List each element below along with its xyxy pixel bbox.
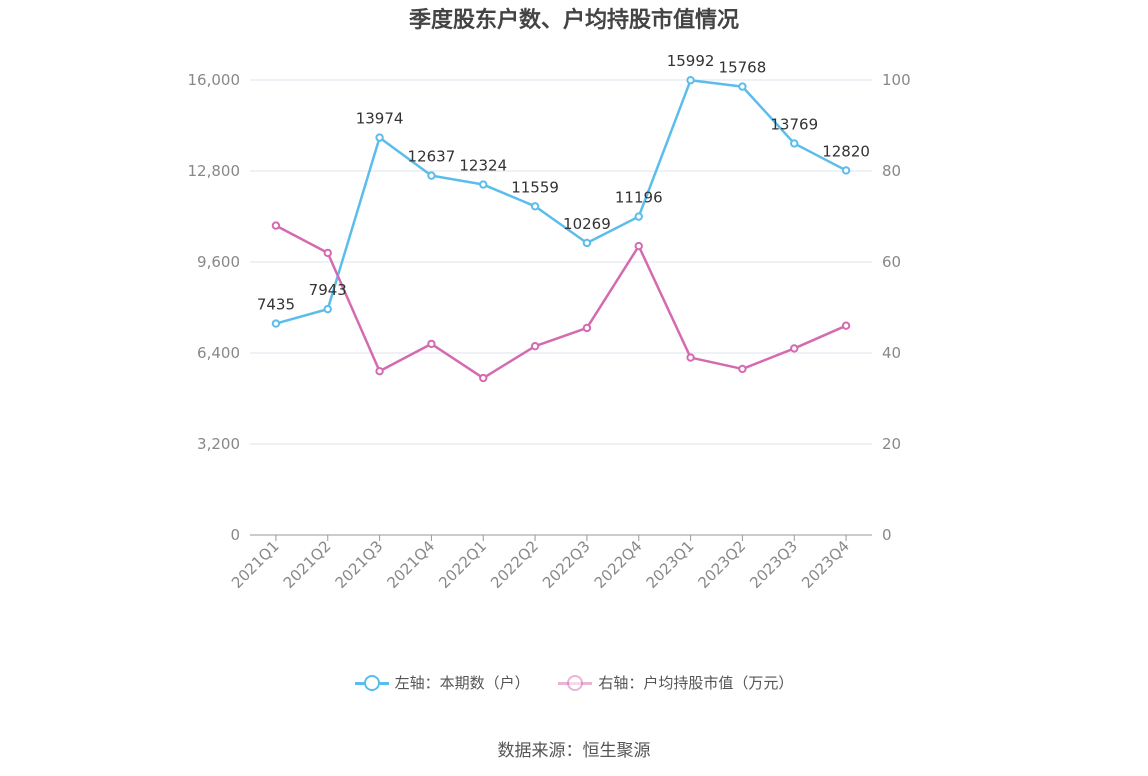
series-point-0	[427, 171, 436, 180]
data-label: 12637	[408, 148, 456, 166]
y-left-tick-label: 3,200	[197, 435, 240, 453]
data-label: 15768	[719, 59, 767, 77]
legend-label-market-value: 右轴：户均持股市值（万元）	[598, 674, 794, 692]
series-point-0	[530, 202, 540, 211]
legend-item-market-value[interactable]: 右轴：户均持股市值（万元）	[558, 672, 793, 693]
series-point-0	[841, 166, 851, 175]
y-left-tick-label: 12,800	[188, 162, 241, 180]
data-label: 13769	[770, 115, 818, 133]
data-source: 数据来源：恒生聚源	[497, 741, 651, 761]
data-label: 7943	[309, 281, 347, 299]
x-tick-label: 2023Q3	[746, 537, 801, 592]
series-point-0	[375, 133, 384, 142]
x-tick-label: 2023Q2	[694, 537, 749, 592]
series-point-1	[323, 248, 332, 258]
x-tick-label: 2023Q4	[798, 537, 853, 592]
series-point-0	[634, 212, 643, 221]
series-point-0	[479, 180, 488, 189]
data-label: 10269	[563, 215, 611, 233]
series-point-1	[427, 339, 436, 349]
series-line-1	[275, 224, 847, 380]
series-point-0	[686, 76, 695, 85]
axis-layer: 0 3,200 6,400 9,600 12,800 16,000 0 20 40 60 80 100…	[188, 71, 911, 592]
data-label: 12324	[459, 157, 507, 175]
x-tick-label: 2021Q2	[280, 537, 335, 592]
legend-label-households: 左轴：本期数（户）	[394, 674, 530, 692]
series-point-0	[790, 139, 799, 148]
y-right-tick-label: 40	[882, 344, 901, 362]
series-line-0	[275, 78, 847, 325]
x-tick-label: 2022Q4	[591, 537, 646, 592]
y-right-tick-label: 0	[882, 526, 892, 544]
series-point-1	[375, 367, 384, 376]
data-label: 7435	[257, 296, 295, 314]
data-label: 11559	[511, 178, 559, 196]
x-tick-label: 2022Q1	[435, 537, 490, 592]
series-point-1	[271, 221, 281, 230]
y-right-tick-label: 100	[882, 71, 911, 89]
chart-title: 季度股东户数、户均持股市值情况	[408, 8, 739, 33]
series-point-1	[686, 353, 695, 362]
series-point-1	[634, 241, 643, 251]
series-point-0	[582, 238, 592, 248]
series-point-1	[530, 341, 540, 351]
series-point-0	[738, 82, 747, 91]
x-tick-label: 2022Q3	[539, 537, 594, 592]
grid-layer	[250, 79, 872, 445]
data-label: 12820	[822, 142, 870, 160]
x-tick-label: 2021Q4	[383, 537, 438, 592]
y-right-tick-label: 80	[882, 162, 901, 180]
series-point-1	[790, 344, 799, 353]
legend-swatch-households	[354, 674, 389, 691]
series-point-1	[582, 323, 592, 333]
series-point-0	[271, 319, 281, 328]
x-tick-label: 2021Q1	[228, 537, 283, 592]
data-label: 15992	[667, 52, 715, 70]
legend: 左轴：本期数（户） 右轴：户均持股市值（万元）	[0, 672, 1148, 695]
y-right-tick-label: 60	[882, 253, 901, 271]
series-point-0	[323, 304, 332, 314]
x-tick-label: 2023Q1	[643, 537, 698, 592]
series-point-1	[479, 373, 488, 383]
y-left-tick-label: 6,400	[197, 344, 240, 362]
x-tick-label: 2021Q3	[332, 537, 387, 592]
legend-item-households[interactable]: 左轴：本期数（户）	[354, 672, 530, 693]
y-left-tick-label: 0	[230, 526, 240, 544]
data-label: 13974	[356, 110, 404, 128]
y-right-tick-label: 20	[882, 435, 901, 453]
data-label: 11196	[615, 189, 663, 207]
series-layer	[271, 76, 851, 383]
series-point-1	[841, 321, 851, 330]
x-tick-label: 2022Q2	[487, 537, 542, 592]
y-left-tick-label: 9,600	[197, 253, 240, 271]
legend-swatch-market-value	[558, 674, 593, 691]
y-left-tick-label: 16,000	[188, 71, 241, 89]
series-point-1	[738, 364, 747, 374]
